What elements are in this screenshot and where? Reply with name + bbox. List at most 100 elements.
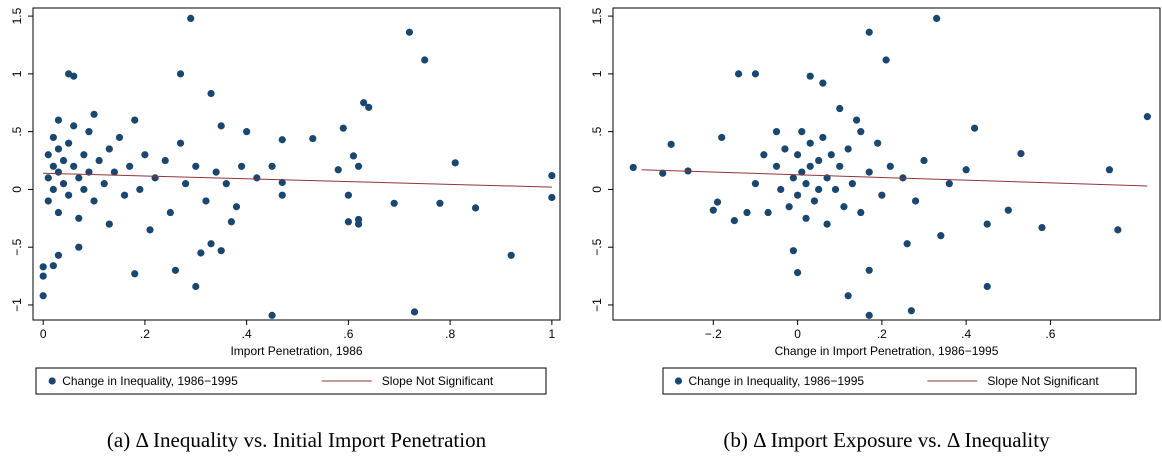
point (1017, 150, 1025, 158)
point (882, 56, 890, 64)
x-axis-label: Import Penetration, 1986 (230, 344, 362, 358)
caption: (b) Δ Import Exposure vs. Δ Inequality (723, 428, 1050, 452)
point (785, 203, 793, 211)
y-tick-label: 0 (590, 186, 604, 193)
point (718, 133, 726, 142)
point (192, 282, 200, 291)
point (629, 163, 637, 172)
point (192, 162, 200, 170)
point (349, 152, 358, 160)
point (217, 122, 225, 130)
point (831, 185, 840, 194)
point (436, 199, 444, 207)
plot-frame (32, 7, 561, 321)
fit-line (641, 169, 1148, 187)
point (713, 198, 722, 206)
point (836, 104, 844, 113)
legend-label: Change in Inequality, 1986−1995 (688, 374, 864, 388)
point (115, 133, 124, 142)
point (1038, 223, 1046, 232)
point (39, 263, 47, 271)
point (161, 156, 169, 165)
point (405, 28, 414, 36)
point (365, 103, 373, 111)
point (278, 178, 286, 187)
point (70, 122, 78, 130)
point (44, 197, 52, 205)
plot-frame (612, 7, 1161, 321)
legend-label: Change in Inequality, 1986−1995 (62, 374, 238, 388)
point (151, 174, 159, 182)
point (798, 168, 806, 176)
point (105, 220, 113, 228)
point (354, 162, 363, 170)
y-tick-label: 1.5 (590, 7, 604, 24)
point (878, 191, 886, 199)
point (781, 145, 789, 153)
y-tick-label: 1.5 (10, 7, 24, 24)
point (806, 72, 814, 80)
point (176, 139, 185, 147)
point (920, 156, 928, 165)
point (253, 174, 261, 182)
point (75, 214, 83, 222)
point (764, 208, 772, 217)
point (806, 139, 814, 147)
point (709, 206, 717, 214)
point (844, 292, 852, 300)
point (75, 243, 83, 251)
point (962, 166, 970, 174)
point (227, 218, 235, 226)
point (865, 311, 873, 319)
point (166, 208, 174, 217)
point (120, 191, 129, 199)
y-tick-label: .5 (590, 126, 604, 136)
point (70, 162, 78, 170)
point (80, 151, 88, 159)
point (85, 128, 93, 136)
point (59, 180, 68, 188)
x-tick-label: −.2 (705, 327, 722, 341)
legend-box (35, 367, 547, 395)
point (1105, 166, 1114, 174)
point (874, 139, 882, 147)
point (39, 272, 47, 280)
point (789, 174, 797, 182)
point (49, 262, 57, 270)
point (734, 70, 743, 78)
point (410, 308, 419, 316)
point (827, 151, 835, 159)
y-tick-label: 1 (590, 70, 604, 77)
legend-box (662, 367, 1137, 395)
y-tick-label: −1 (590, 298, 604, 312)
point (844, 145, 852, 153)
point (126, 162, 134, 170)
point (95, 156, 103, 165)
point (471, 204, 480, 212)
point (743, 208, 751, 217)
point (852, 116, 861, 124)
point (344, 218, 352, 226)
point (390, 199, 398, 207)
point (548, 171, 556, 180)
point (983, 282, 991, 291)
point (751, 70, 760, 78)
point (1114, 226, 1122, 234)
point (751, 180, 760, 188)
x-axis-label: Change in Import Penetration, 1986−1995 (775, 344, 999, 358)
point (202, 197, 210, 205)
fit-line (43, 172, 552, 188)
legend-marker (48, 377, 56, 385)
point (667, 140, 675, 148)
point (865, 168, 873, 176)
point (836, 162, 844, 170)
point (278, 191, 286, 199)
y-tick-label: 0 (10, 186, 24, 193)
point (1143, 113, 1151, 121)
point (207, 89, 215, 98)
point (44, 174, 52, 182)
point (857, 128, 865, 136)
point (85, 168, 93, 176)
point (70, 72, 78, 80)
point (907, 307, 915, 315)
